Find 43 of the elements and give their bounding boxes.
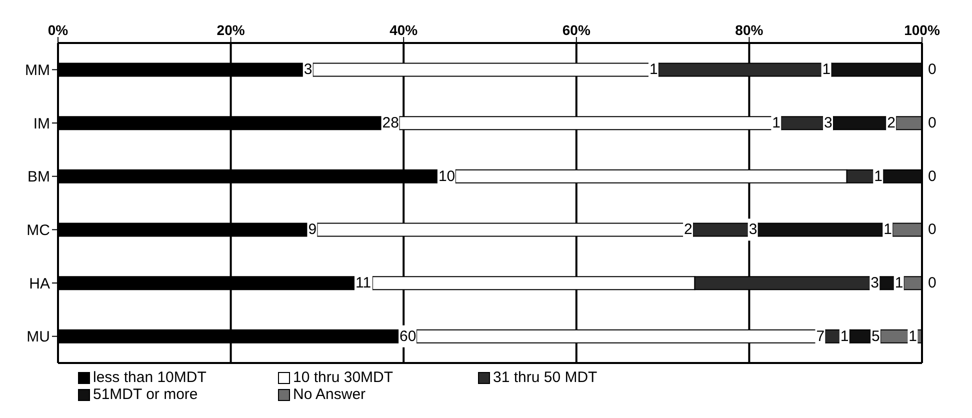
legend-label: 10 thru 30MDT: [293, 369, 394, 386]
annotation: 0: [928, 274, 936, 292]
annotation: 9: [308, 221, 317, 238]
legend-label: less than 10MDT: [93, 369, 206, 386]
legend-label: No Answer: [293, 386, 366, 403]
annotation: 1: [772, 114, 781, 132]
annotation: 3: [870, 274, 880, 292]
y-tick-label: IM: [33, 115, 50, 132]
annotation: 1: [822, 61, 831, 78]
annotation: 0: [928, 61, 936, 78]
annotation: 2: [887, 114, 896, 132]
annotation: 3: [824, 114, 832, 132]
annotation: 0: [928, 168, 936, 185]
y-tick-label: HA: [29, 275, 50, 292]
annotation: 1: [908, 328, 918, 345]
annotation: 5: [872, 328, 880, 345]
annotation: 1: [840, 328, 849, 345]
annotation: 28: [382, 114, 399, 132]
annotation: 1: [894, 274, 904, 292]
annotation: 1: [874, 168, 882, 185]
annotation: 3: [304, 61, 312, 78]
annotation: 2: [684, 221, 692, 238]
x-tick-label: 0%: [48, 22, 69, 38]
x-tick-label: 40%: [390, 22, 418, 38]
legend-label: 51MDT or more: [93, 386, 198, 403]
annotation: 0: [928, 114, 936, 132]
x-tick-label: 60%: [562, 22, 591, 38]
y-tick-label: MC: [26, 222, 50, 239]
annotation: 0: [928, 221, 936, 238]
y-tick-label: MU: [26, 328, 50, 346]
annotation: 1: [884, 221, 892, 238]
annotation: 7: [816, 328, 825, 345]
annotation: 1: [649, 61, 658, 78]
x-tick-label: 100%: [904, 22, 940, 38]
y-tick-label: MM: [25, 62, 50, 79]
x-tick-label: 20%: [216, 22, 246, 38]
y-tick-label: BM: [28, 168, 50, 186]
annotation: 11: [355, 274, 372, 292]
annotation: 10: [438, 168, 456, 185]
annotation: 3: [748, 221, 758, 238]
x-tick-label: 80%: [735, 22, 764, 38]
annotation: 60: [400, 328, 416, 345]
legend-label: 31 thru 50 MDT: [493, 369, 598, 386]
